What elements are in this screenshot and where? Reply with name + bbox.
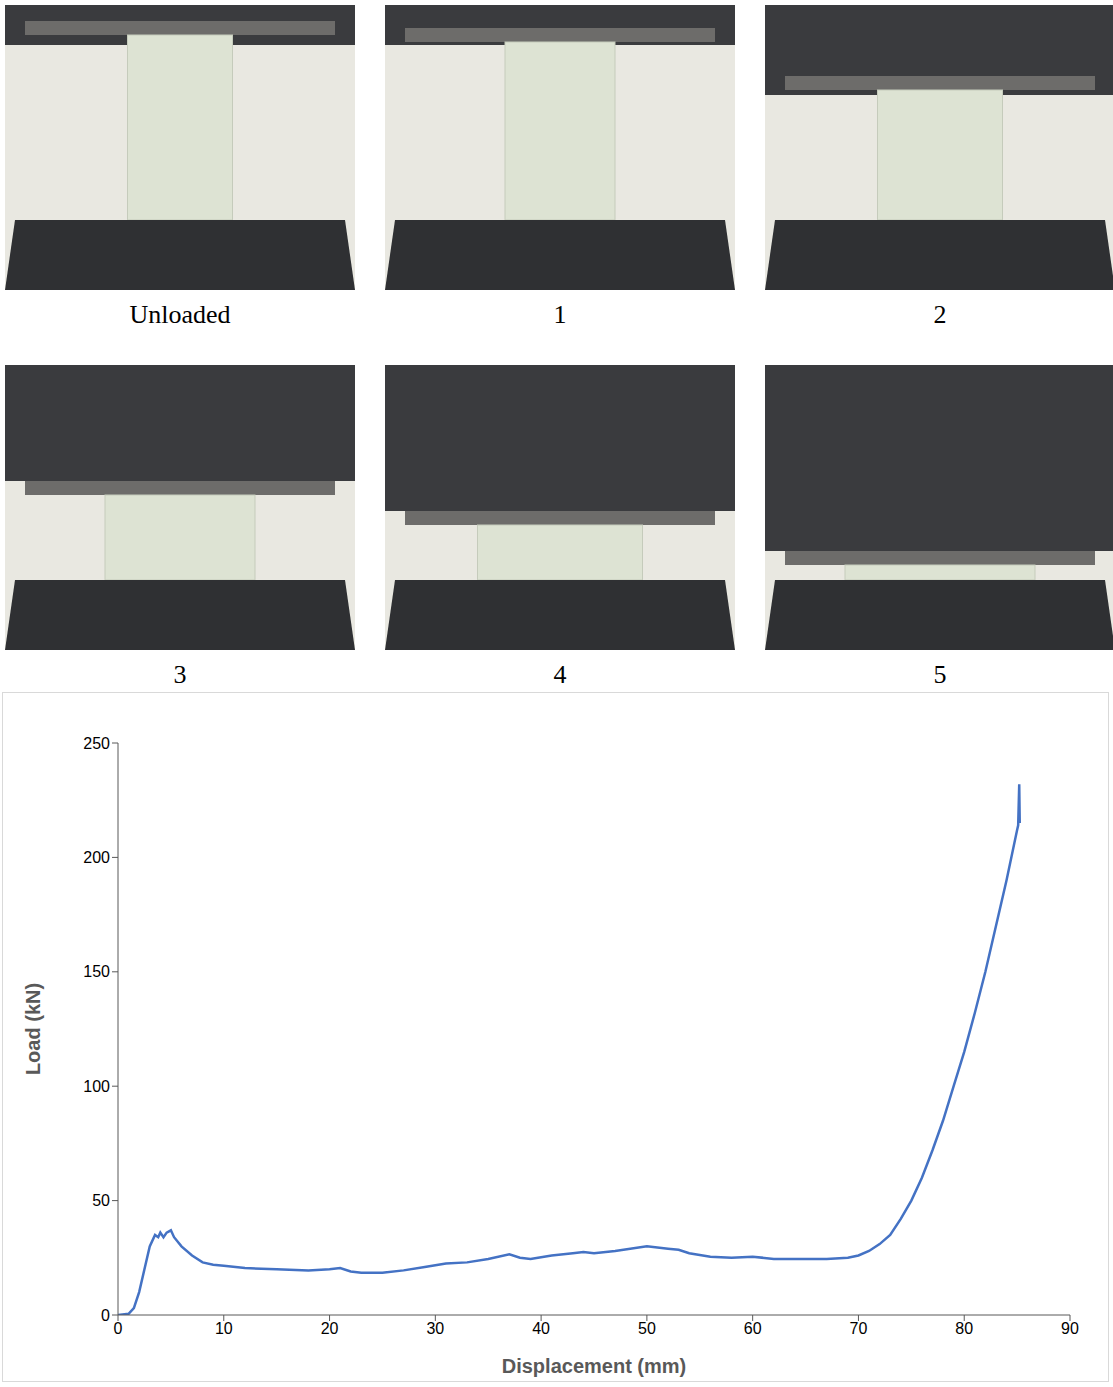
svg-text:70: 70: [850, 1320, 868, 1337]
html-text:2: 2: [933, 300, 947, 329]
svg-text:20: 20: [321, 1320, 339, 1337]
html-text:1: 1: [553, 300, 567, 329]
html-text:5: 5: [933, 660, 947, 689]
svg-text:0: 0: [101, 1307, 110, 1324]
svg-text:Displacement (mm): Displacement (mm): [502, 1355, 687, 1377]
svg-text:200: 200: [83, 849, 110, 866]
svg-text:100: 100: [83, 1078, 110, 1095]
svg-text:30: 30: [426, 1320, 444, 1337]
html-text:Unloaded: Unloaded: [129, 300, 231, 329]
svg-text:80: 80: [955, 1320, 973, 1337]
svg-text:40: 40: [532, 1320, 550, 1337]
svg-text:60: 60: [744, 1320, 762, 1337]
html-text:3: 3: [173, 660, 187, 689]
svg-text:150: 150: [83, 963, 110, 980]
svg-text:Load (kN): Load (kN): [22, 983, 44, 1075]
svg-text:50: 50: [638, 1320, 656, 1337]
svg-text:0: 0: [114, 1320, 123, 1337]
html-text:4: 4: [553, 660, 567, 689]
svg-text:90: 90: [1061, 1320, 1079, 1337]
svg-text:10: 10: [215, 1320, 233, 1337]
svg-text:50: 50: [92, 1192, 110, 1209]
svg-text:250: 250: [83, 735, 110, 752]
